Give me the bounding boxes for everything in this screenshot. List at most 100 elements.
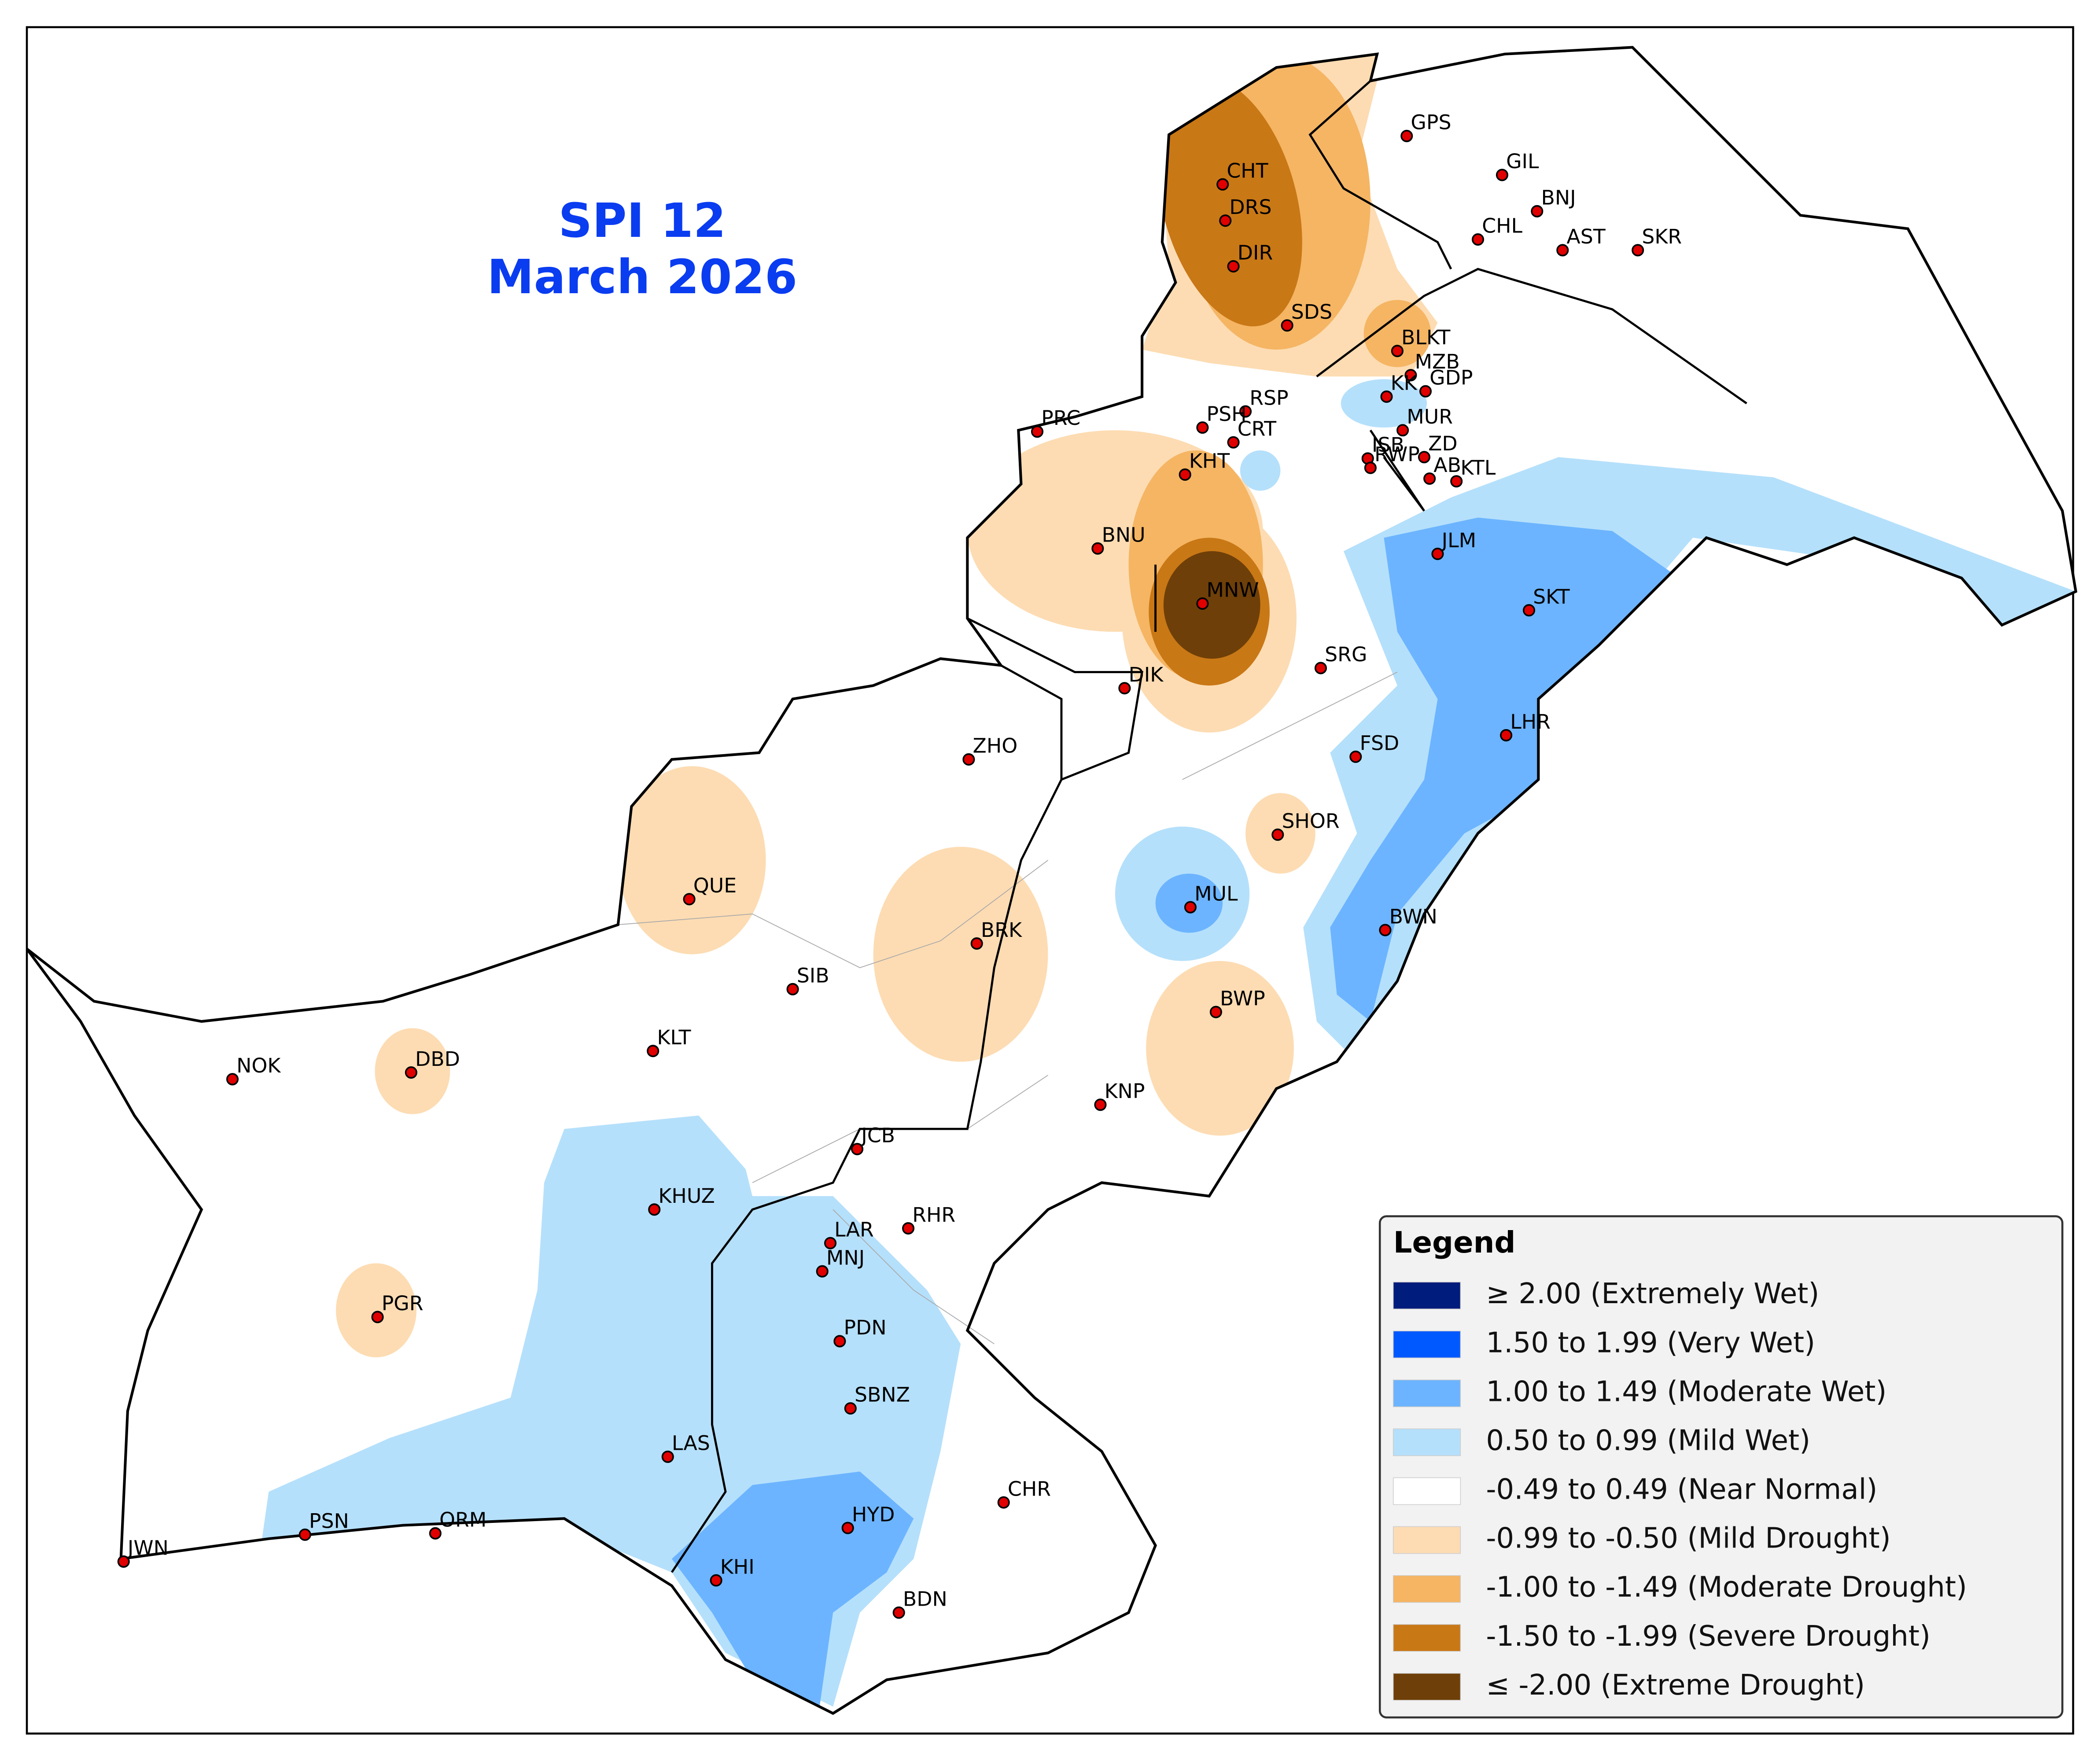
station-label: ISB [1372,433,1404,457]
map-title: SPI 12 [558,194,726,248]
station-label: SIB [797,964,829,988]
station-label: MUR [1407,405,1453,428]
station-marker [1431,547,1444,560]
station-label: SBNZ [855,1383,910,1407]
zone [1163,551,1260,659]
legend-label: ≤ -2.00 (Extreme Drought) [1486,1669,1865,1702]
station-label: LAR [834,1218,874,1241]
station-marker [1094,1098,1107,1111]
legend-swatch [1393,1428,1461,1456]
station-label: DIK [1129,663,1164,686]
station-label: BWP [1220,987,1265,1010]
station-label: AB [1433,453,1461,477]
station-label: PGR [382,1292,424,1315]
station-marker [844,1402,857,1415]
station-marker [1216,178,1229,191]
legend-label: ≥ 2.00 (Extremely Wet) [1486,1278,1819,1310]
station-label: CRT [1238,417,1277,440]
zone [618,766,766,954]
station-label: PRC [1041,406,1080,430]
station-marker [371,1311,384,1323]
station-marker [661,1450,674,1463]
station-marker [1031,425,1044,438]
station-label: MNJ [826,1246,865,1269]
station-marker [1239,405,1252,418]
station-label: SKT [1533,585,1570,608]
station-label: SKR [1642,225,1682,248]
legend-swatch [1393,1330,1461,1359]
zone [1157,77,1302,327]
zone [1363,300,1431,367]
station-marker [824,1237,837,1249]
legend-title: Legend [1393,1225,1516,1260]
zone [1330,517,1680,1022]
station-label: SDS [1291,300,1332,324]
station-label: SRG [1325,643,1367,666]
station-label: KTL [1460,456,1496,479]
station-marker [117,1555,130,1568]
station-marker [841,1522,854,1534]
station-label: PDN [844,1316,887,1339]
station-marker [1271,828,1284,841]
station-marker [970,937,983,950]
station-marker [1400,129,1413,142]
station-marker [997,1496,1010,1509]
station-marker [902,1222,915,1235]
station-label: KLT [657,1026,691,1049]
station-marker [1471,233,1485,246]
station-marker [648,1203,661,1216]
legend-swatch [1393,1379,1461,1408]
province-lines [671,80,1747,1573]
legend-swatch [1393,1575,1461,1603]
station-marker [1396,424,1409,437]
station-marker [298,1528,311,1541]
station-label: RHR [912,1203,955,1227]
station-label: BNJ [1541,186,1576,210]
station-label: BDN [903,1588,947,1611]
station-label: RWP [1374,442,1420,466]
station-label: SHOR [1282,810,1339,833]
station-label: LHR [1510,710,1551,733]
legend-label: 0.50 to 0.99 (Mild Wet) [1486,1424,1810,1457]
station-marker [962,753,975,766]
legend: Legend ≥ 2.00 (Extremely Wet) 1.50 to 1.9… [1378,1215,2063,1719]
legend-label: 1.50 to 1.99 (Very Wet) [1486,1327,1815,1359]
station-label: RSP [1249,386,1288,409]
station-label: NOK [236,1054,281,1077]
station-marker [1227,436,1240,449]
station-marker [1184,901,1197,914]
station-marker [1450,475,1463,488]
station-label: KHUZ [658,1184,715,1208]
legend-label: -1.00 to -1.49 (Moderate Drought) [1486,1571,1967,1604]
legend-swatch [1393,1282,1461,1309]
station-marker [816,1265,829,1278]
station-marker [851,1142,864,1156]
zone [1240,450,1281,491]
station-label: KHT [1189,450,1230,473]
station-marker [1496,169,1508,181]
station-marker [647,1045,659,1058]
station-label: LAS [672,1432,710,1455]
legend-label: 1.00 to 1.49 (Moderate Wet) [1486,1375,1886,1408]
station-marker [1209,1006,1222,1018]
legend-label: -0.49 to 0.49 (Near Normal) [1486,1474,1877,1506]
legend-box [1378,1215,2063,1719]
station-marker [1196,597,1209,610]
map-subtitle: March 2026 [487,250,797,305]
station-label: BLKT [1401,326,1451,349]
station-marker [1380,390,1393,403]
station-marker [1349,750,1362,763]
station-label: JCB [860,1124,895,1147]
station-marker [1179,468,1191,481]
station-marker [1500,729,1513,742]
station-label: MNW [1207,579,1259,602]
station-label: BNU [1102,523,1145,547]
station-marker [1196,421,1209,434]
zone [873,847,1048,1062]
station-label: GPS [1411,111,1451,134]
station-label: HYD [852,1503,895,1526]
station-marker [1118,682,1131,695]
legend-label: -0.99 to -0.50 (Mild Drought) [1486,1522,1890,1555]
